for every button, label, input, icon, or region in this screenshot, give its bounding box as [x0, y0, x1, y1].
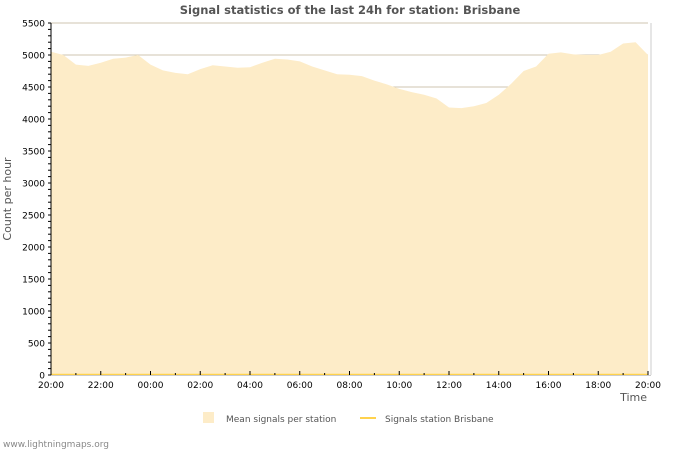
y-tick-label: 0 [39, 372, 45, 382]
y-tick-label: 5000 [22, 52, 45, 62]
x-tick-label: 18:00 [585, 381, 611, 391]
x-tick-label: 20:00 [38, 381, 64, 391]
y-tick-label: 500 [28, 340, 45, 350]
x-tick-label: 22:00 [88, 381, 114, 391]
x-axis-label: Time [619, 391, 647, 404]
legend-label-brisbane: Signals station Brisbane [385, 415, 494, 425]
x-tick-label: 10:00 [386, 381, 412, 391]
x-tick-label: 12:00 [436, 381, 462, 391]
y-tick-label: 2000 [22, 244, 45, 254]
y-tick-label: 1500 [22, 276, 45, 286]
y-tick-label: 5500 [22, 20, 45, 30]
legend: Mean signals per station Signals station… [203, 412, 494, 425]
x-tick-label: 08:00 [337, 381, 363, 391]
y-tick-label: 4500 [22, 84, 45, 94]
x-tick-label: 14:00 [486, 381, 512, 391]
y-tick-label: 4000 [22, 116, 45, 126]
footer-site: www.lightningmaps.org [3, 440, 109, 450]
legend-label-mean: Mean signals per station [226, 415, 336, 425]
y-tick-label: 2500 [22, 212, 45, 222]
x-tick-label: 02:00 [187, 381, 213, 391]
legend-swatch-mean [203, 412, 214, 423]
x-tick-label: 00:00 [138, 381, 164, 391]
mean-signals-area [51, 42, 648, 375]
chart-title: Signal statistics of the last 24h for st… [180, 3, 521, 17]
x-tick-label: 04:00 [237, 381, 263, 391]
x-tick-label: 16:00 [536, 381, 562, 391]
y-axis-label: Count per hour [1, 157, 14, 241]
y-tick-label: 3500 [22, 148, 45, 158]
y-tick-label: 1000 [22, 308, 45, 318]
x-tick-label: 20:00 [635, 381, 661, 391]
axes: 0 500 1000 1500 2000 2500 3000 3500 4000 4500 5000… [22, 20, 661, 392]
x-tick-label: 06:00 [287, 381, 313, 391]
y-tick-label: 3000 [22, 180, 45, 190]
